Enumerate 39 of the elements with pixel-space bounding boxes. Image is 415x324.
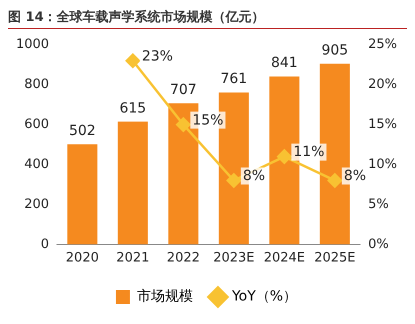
x-tick-label: 2024E	[264, 250, 306, 266]
y2-tick-label: 0%	[368, 236, 389, 252]
data-label: 841	[270, 55, 298, 72]
data-label: 502	[68, 122, 96, 139]
data-label: 23%	[142, 48, 173, 64]
bar	[118, 122, 148, 244]
x-tick-label: 2020	[66, 250, 99, 266]
point	[176, 117, 191, 132]
y-tick-label: 1000	[16, 37, 50, 52]
x-tick-label: 2022	[166, 250, 200, 266]
data-label: 11%	[293, 144, 324, 160]
y-tick-label: 200	[24, 196, 50, 212]
point	[226, 173, 242, 188]
chart-title: 图 14：全球车载声学系统市场规模（亿元）	[8, 8, 407, 29]
y-tick-label: 800	[24, 77, 50, 92]
legend-label: YoY（%）	[230, 288, 298, 305]
bar	[67, 144, 98, 244]
data-label: 615	[119, 100, 146, 116]
x-tick-label: 2025E	[314, 250, 356, 266]
point	[328, 173, 342, 188]
data-label: 707	[170, 82, 197, 98]
point	[126, 54, 140, 68]
y2-tick-label: 20%	[368, 77, 398, 92]
y2-tick-label: 15%	[368, 117, 398, 132]
data-label: 761	[220, 71, 248, 88]
x-tick-label: 2023E	[213, 250, 255, 266]
y-tick-label: 400	[24, 156, 50, 172]
y2-tick-label: 25%	[368, 37, 398, 52]
y-tick-label: 0	[40, 236, 50, 252]
y-tick-label: 600	[24, 117, 50, 132]
data-label: 15%	[192, 112, 224, 128]
y2-tick-label: 10%	[368, 156, 398, 172]
y2-tick-label: 5%	[368, 196, 389, 212]
legend-label: 市场规模	[136, 288, 193, 305]
data-label: 905	[321, 42, 348, 58]
point	[277, 149, 292, 164]
x-tick-label: 2021	[116, 250, 150, 266]
data-label: 8%	[242, 168, 266, 184]
data-label: 8%	[344, 168, 366, 184]
